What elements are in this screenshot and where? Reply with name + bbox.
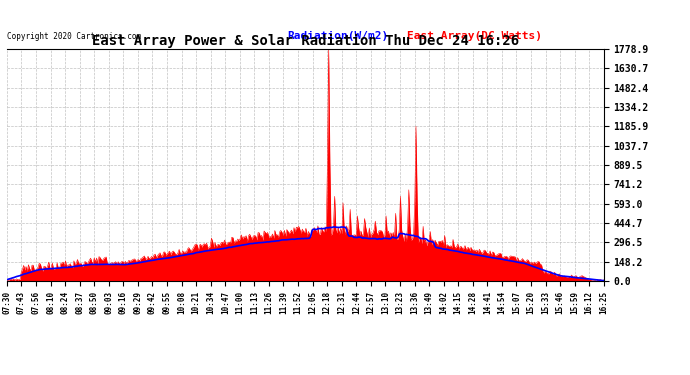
Text: Radiation(W/m2): Radiation(W/m2) bbox=[288, 31, 388, 40]
Title: East Array Power & Solar Radiation Thu Dec 24 16:26: East Array Power & Solar Radiation Thu D… bbox=[92, 33, 519, 48]
Text: Copyright 2020 Cartronics.com: Copyright 2020 Cartronics.com bbox=[7, 32, 141, 40]
Text: East Array(DC Watts): East Array(DC Watts) bbox=[407, 31, 542, 40]
